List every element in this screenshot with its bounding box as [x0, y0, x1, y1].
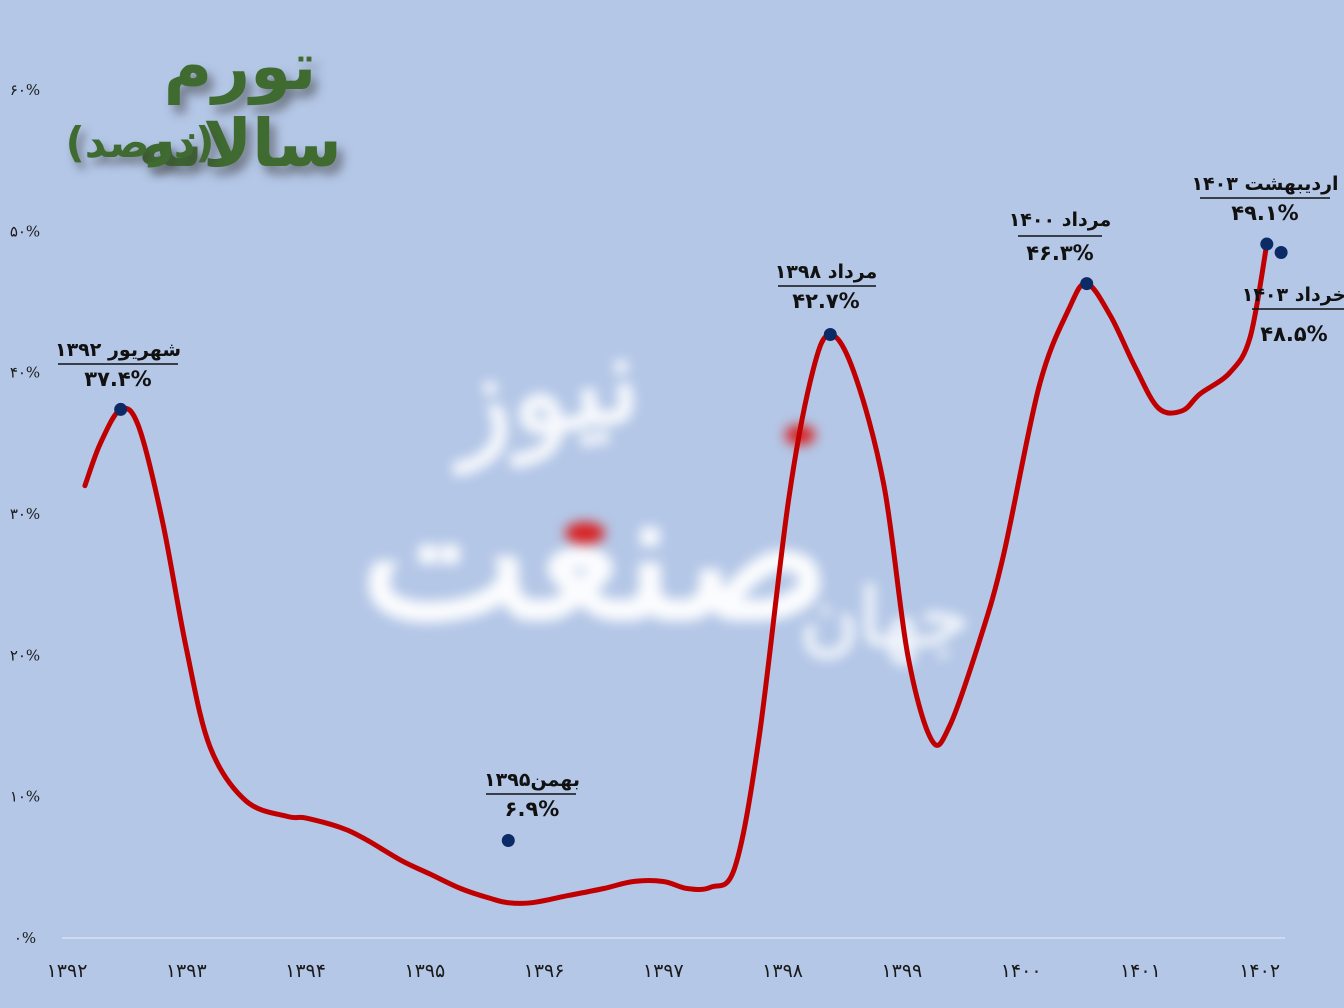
- x-tick-label: ۱۳۹۵: [404, 960, 445, 982]
- x-tick-label: ۱۴۰۰: [1001, 960, 1042, 982]
- data-point-marker: [1260, 237, 1274, 251]
- annotation-label: بهمن۱۳۹۵: [484, 769, 580, 791]
- x-tick-label: ۱۳۹۹: [881, 960, 922, 982]
- x-tick-label: ۱۳۹۸: [762, 960, 803, 982]
- y-tick-label: ۱۰%: [10, 788, 40, 806]
- y-tick-label: ۶۰%: [10, 81, 40, 99]
- data-point-marker: [1080, 277, 1094, 291]
- annotation-label: مرداد ۱۴۰۰: [1009, 209, 1112, 231]
- annotation-value: ۴۸.۵%: [1260, 322, 1327, 346]
- annotation-value: ۴۶.۳%: [1026, 241, 1093, 265]
- annotation-value: ۴۹.۱%: [1231, 201, 1298, 225]
- x-tick-label: ۱۳۹۷: [643, 960, 684, 982]
- series-layer: [82, 241, 1270, 906]
- annotation-label: شهریور ۱۳۹۲: [55, 339, 181, 361]
- y-tick-label: ۴۰%: [10, 364, 40, 382]
- annotation-label: خرداد ۱۴۰۳: [1242, 284, 1344, 306]
- chart-title: تورم سالانه: [138, 28, 342, 182]
- annotation-label: مرداد ۱۳۹۸: [775, 261, 878, 283]
- annotation-value: ۳۷.۴%: [84, 367, 151, 391]
- data-point-marker: [1274, 246, 1288, 260]
- x-tick-label: ۱۴۰۲: [1239, 960, 1280, 982]
- y-tick-label: ۲۰%: [10, 646, 40, 664]
- y-tick-label: ۵۰%: [10, 222, 40, 240]
- data-point-marker: [501, 833, 515, 847]
- inflation-series-line: [82, 241, 1270, 906]
- annotation-label: اردیبهشت ۱۴۰۳: [1191, 173, 1338, 195]
- x-axis-ticks: ۱۳۹۲ ۱۳۹۳ ۱۳۹۴ ۱۳۹۵ ۱۳۹۶ ۱۳۹۷ ۱۳۹۸ ۱۳۹۹ ۱۴۰۰ ۱۴۰۱…: [47, 960, 1280, 982]
- marker-layer: [114, 237, 1288, 847]
- data-point-marker: [823, 328, 837, 342]
- x-tick-label: ۱۳۹۴: [285, 960, 326, 982]
- x-tick-label: ۱۳۹۶: [524, 960, 565, 982]
- annotation-value: ۴۲.۷%: [792, 289, 859, 313]
- annotation-layer: شهریور ۱۳۹۲ ۳۷.۴% بهمن۱۳۹۵ ۶.۹% مرداد ۱۳۹۸ ۴۲…: [55, 173, 1344, 821]
- x-tick-label: ۱۳۹۲: [47, 960, 88, 982]
- y-axis-ticks: ۰% ۱۰% ۲۰% ۳۰% ۴۰% ۵۰% ۶۰%: [10, 81, 40, 947]
- x-tick-label: ۱۴۰۱: [1120, 960, 1161, 982]
- y-tick-label: ۰%: [14, 929, 36, 947]
- chart-subtitle: (درصد): [65, 118, 215, 167]
- x-tick-label: ۱۳۹۳: [166, 960, 207, 982]
- data-point-marker: [114, 402, 128, 416]
- annotation-value: ۶.۹%: [505, 797, 560, 821]
- y-tick-label: ۳۰%: [10, 505, 40, 523]
